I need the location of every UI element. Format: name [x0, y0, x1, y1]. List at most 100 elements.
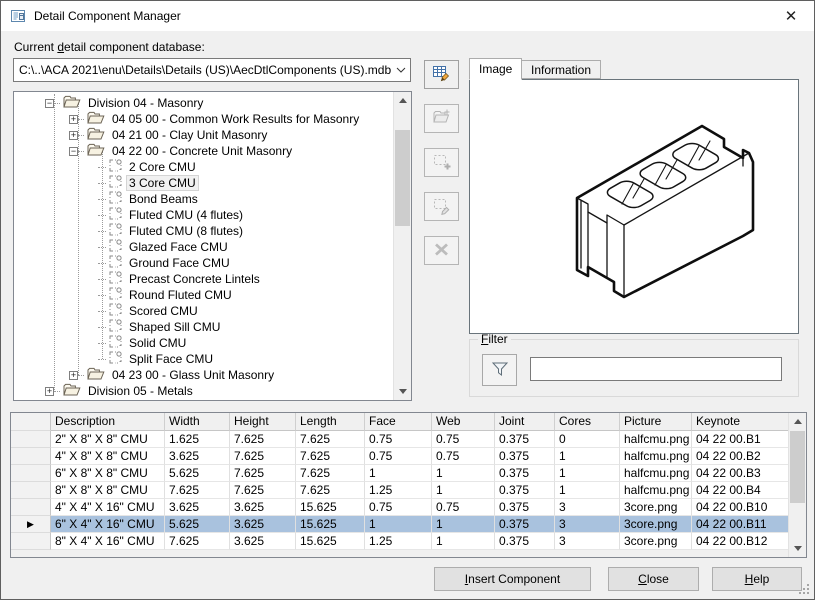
tree-item-label: Division 05 - Metals: [88, 384, 193, 398]
grid-cell: 7.625: [296, 448, 365, 465]
tree-connector: [98, 286, 106, 296]
grid-cell: 0.75: [365, 448, 432, 465]
tree-item-label: 2 Core CMU: [129, 160, 196, 174]
open-folder-icon: [87, 367, 105, 383]
tree-connector: [54, 94, 60, 104]
tree-item[interactable]: Fluted CMU (8 flutes): [14, 223, 394, 239]
filter-label: Filter: [478, 332, 511, 346]
grid-column-header[interactable]: Width: [165, 413, 230, 431]
tree-item[interactable]: − 04 22 00 - Concrete Unit Masonry: [14, 143, 394, 159]
app-icon: [10, 8, 26, 24]
grid-column-header[interactable]: Keynote: [692, 413, 789, 431]
tree-item[interactable]: Solid CMU: [14, 335, 394, 351]
scroll-up-icon[interactable]: [394, 92, 411, 109]
grid-column-header[interactable]: Web: [432, 413, 495, 431]
filter-button[interactable]: [482, 354, 517, 386]
tree-item[interactable]: Fluted CMU (4 flutes): [14, 207, 394, 223]
table-row[interactable]: 4" X 4" X 16" CMU 3.625 3.625 15.625 0.75 0.7…: [11, 499, 789, 516]
resize-grip-icon[interactable]: [799, 584, 809, 594]
grid-cell: 1: [555, 448, 620, 465]
scroll-down-icon[interactable]: [394, 383, 411, 400]
tree-item[interactable]: Bond Beams: [14, 191, 394, 207]
table-row[interactable]: 4" X 8" X 8" CMU 3.625 7.625 7.625 0.75 0.75 0…: [11, 448, 789, 465]
grid-vertical-scrollbar[interactable]: [788, 413, 806, 557]
tree-connector: [54, 382, 60, 392]
grid-cell: 6" X 8" X 8" CMU: [51, 465, 165, 482]
tree-item[interactable]: +04 21 00 - Clay Unit Masonry: [14, 127, 394, 143]
filter-group: Filter: [469, 332, 799, 397]
expand-icon[interactable]: +: [69, 113, 78, 124]
tree-item[interactable]: − Division 04 - Masonry: [14, 95, 394, 111]
grid-column-header[interactable]: Joint: [495, 413, 555, 431]
tab-information[interactable]: Information: [521, 60, 602, 79]
tree-item[interactable]: Shaped Sill CMU: [14, 319, 394, 335]
close-icon[interactable]: ✕: [784, 8, 798, 25]
filter-input[interactable]: [530, 357, 782, 381]
scroll-up-icon[interactable]: [789, 413, 806, 430]
grid-cell: 8" X 4" X 16" CMU: [51, 533, 165, 550]
add-component-button: [424, 148, 459, 177]
expand-icon[interactable]: +: [69, 129, 78, 140]
grid-cell: 0.75: [365, 499, 432, 516]
chevron-down-icon[interactable]: [392, 67, 410, 73]
tree-item[interactable]: +04 05 00 - Common Work Results for Maso…: [14, 111, 394, 127]
tree-connector: [98, 318, 106, 328]
grid-column-header[interactable]: Description: [51, 413, 165, 431]
table-row[interactable]: 2" X 8" X 8" CMU 1.625 7.625 7.625 0.75 0.75 0…: [11, 431, 789, 448]
tree-item[interactable]: Precast Concrete Lintels: [14, 271, 394, 287]
grid-cell: 1: [432, 465, 495, 482]
title-bar: Detail Component Manager ✕: [1, 1, 814, 31]
tree-item[interactable]: Round Fluted CMU: [14, 287, 394, 303]
collapse-icon[interactable]: −: [45, 97, 54, 108]
grid-column-header[interactable]: Length: [296, 413, 365, 431]
grid-cell: 0.375: [495, 431, 555, 448]
table-row[interactable]: 8" X 4" X 16" CMU 7.625 3.625 15.625 1.25 1 0.…: [11, 533, 789, 550]
grid-cell: halfcmu.png: [620, 465, 692, 482]
tree-connector: [98, 222, 106, 232]
row-header-cell: [11, 499, 51, 516]
tree-item[interactable]: + Division 05 - Metals: [14, 383, 394, 399]
tree-scrollbar-thumb[interactable]: [395, 130, 410, 226]
grid-column-header[interactable]: Cores: [555, 413, 620, 431]
grid-cell: 3.625: [165, 448, 230, 465]
tree-item[interactable]: +04 23 00 - Glass Unit Masonry: [14, 367, 394, 383]
tree-item[interactable]: Split Face CMU: [14, 351, 394, 367]
grid-cell: 7.625: [230, 482, 296, 499]
grid-cell: 1: [365, 516, 432, 533]
tree-item-label: 04 21 00 - Clay Unit Masonry: [112, 128, 268, 142]
grid-scrollbar-thumb[interactable]: [790, 431, 805, 503]
collapse-icon[interactable]: −: [69, 145, 78, 156]
component-icon: [109, 207, 122, 223]
tree-vertical-scrollbar[interactable]: [393, 92, 411, 400]
open-folder-icon: [63, 383, 81, 399]
grid-cell: 0.75: [432, 431, 495, 448]
grid-cell: 0.75: [432, 448, 495, 465]
expand-icon[interactable]: +: [69, 369, 78, 380]
tab-image[interactable]: Image: [469, 58, 523, 80]
tree-item[interactable]: Scored CMU: [14, 303, 394, 319]
grid-column-header[interactable]: Face: [365, 413, 432, 431]
edit-database-button[interactable]: [424, 60, 459, 89]
expand-icon[interactable]: +: [45, 385, 54, 396]
grid-cell: 04 22 00.B10: [692, 499, 789, 516]
tree-connector: [78, 126, 84, 136]
table-row[interactable]: 8" X 8" X 8" CMU 7.625 7.625 7.625 1.25 1 0.37…: [11, 482, 789, 499]
grid-column-header[interactable]: Picture: [620, 413, 692, 431]
grid-column-header[interactable]: Height: [230, 413, 296, 431]
scroll-down-icon[interactable]: [789, 540, 806, 557]
tree-item[interactable]: 2 Core CMU: [14, 159, 394, 175]
tree-connector: [98, 334, 106, 344]
table-row[interactable]: 6" X 8" X 8" CMU 5.625 7.625 7.625 1 1 0.375 1 h…: [11, 465, 789, 482]
grid-cell: 7.625: [165, 533, 230, 550]
tree-item[interactable]: Ground Face CMU: [14, 255, 394, 271]
grid-cell: 5.625: [165, 465, 230, 482]
grid-cell: 3.625: [230, 533, 296, 550]
tree-item[interactable]: Glazed Face CMU: [14, 239, 394, 255]
database-combobox[interactable]: C:\..\ACA 2021\enu\Details\Details (US)\…: [13, 58, 411, 82]
tree-item[interactable]: 3 Core CMU: [14, 175, 394, 191]
grid-cell: 1: [432, 516, 495, 533]
table-row[interactable]: ▶ 6" X 4" X 16" CMU 5.625 3.625 15.625 1 1 0.37…: [11, 516, 789, 533]
